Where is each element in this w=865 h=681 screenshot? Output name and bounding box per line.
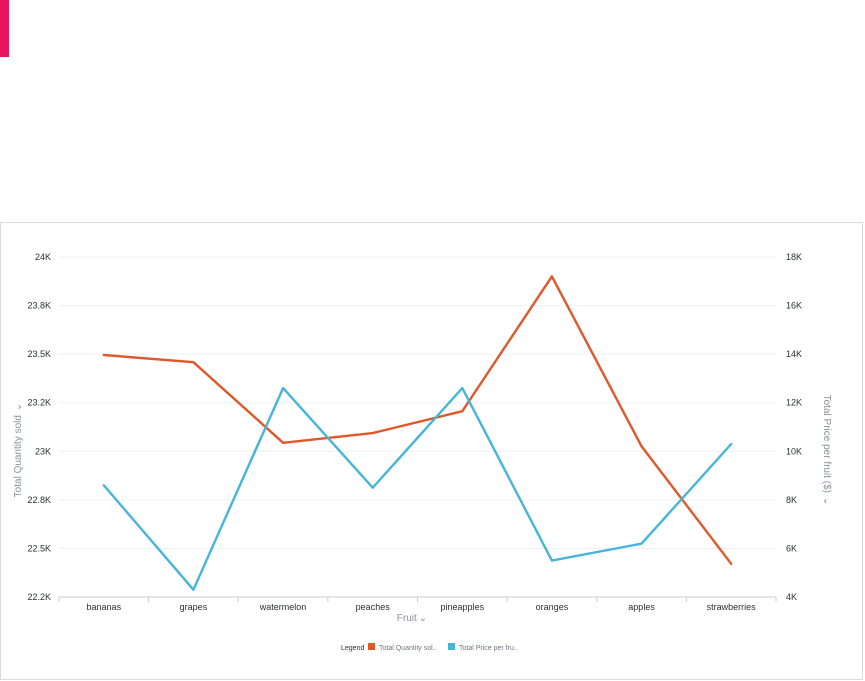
legend-swatch-quantity[interactable] [368, 643, 375, 650]
data-point-quantity[interactable] [100, 351, 108, 359]
y-left-tick-label: 24K [35, 252, 51, 262]
y-right-tick-label: 14K [786, 349, 802, 359]
y-left-axis-title[interactable]: Total Quantity sold⌄ [13, 403, 24, 498]
axis-layer: 22.2K 4K 22.5K 6K 22.8K 8K 23K 10K 23.2K 12K 23.5K… [27, 252, 802, 612]
series-line-price[interactable] [102, 386, 733, 591]
x-axis-title[interactable]: Fruit ⌄ [397, 613, 427, 624]
data-point-price[interactable] [548, 557, 556, 565]
y-right-tick-label: 12K [786, 398, 802, 408]
chart-container: 22.2K 4K 22.5K 6K 22.8K 8K 23K 10K 23.2K 12K 23.5K… [0, 222, 863, 680]
x-tick-label: grapes [180, 602, 208, 612]
data-point-price[interactable] [458, 384, 466, 392]
x-tick-label: watermelon [259, 602, 307, 612]
data-point-quantity[interactable] [369, 429, 377, 437]
data-point-price[interactable] [189, 586, 197, 594]
data-point-quantity[interactable] [727, 560, 735, 568]
accent-bar [0, 0, 9, 57]
legend-label-quantity[interactable]: Total Quantity sol.. [379, 645, 437, 652]
y-right-tick-label: 16K [786, 301, 802, 311]
data-point-price[interactable] [727, 440, 735, 448]
line-chart: 22.2K 4K 22.5K 6K 22.8K 8K 23K 10K 23.2K 12K 23.5K… [13, 252, 832, 652]
data-point-quantity[interactable] [189, 358, 197, 366]
y-right-axis-title[interactable]: Total Price per fruit ($)⌄ [821, 395, 832, 506]
data-point-price[interactable] [369, 484, 377, 492]
data-point-price[interactable] [279, 384, 287, 392]
x-tick-label: peaches [356, 602, 391, 612]
legend-swatch-price[interactable] [448, 643, 455, 650]
x-tick-label: bananas [87, 602, 122, 612]
x-tick-label: pineapples [441, 602, 485, 612]
data-point-price[interactable] [638, 540, 646, 548]
y-left-tick-label: 23.2K [27, 398, 51, 408]
series-layer [100, 272, 735, 594]
legend: Legend Total Quantity sol.. Total Price … [341, 643, 518, 652]
data-point-quantity[interactable] [458, 407, 466, 415]
y-left-tick-label: 23K [35, 446, 51, 456]
y-left-tick-label: 22.8K [27, 495, 51, 505]
legend-title: Legend [341, 645, 364, 652]
y-left-tick-label: 23.8K [27, 301, 51, 311]
series-line-quantity[interactable] [102, 275, 733, 565]
y-left-tick-label: 22.5K [27, 543, 51, 553]
y-left-tick-label: 23.5K [27, 349, 51, 359]
data-point-quantity[interactable] [548, 272, 556, 280]
y-right-tick-label: 18K [786, 252, 802, 262]
data-point-quantity[interactable] [279, 439, 287, 447]
y-right-tick-label: 4K [786, 592, 797, 602]
legend-label-price[interactable]: Total Price per fru.. [459, 645, 518, 652]
x-tick-label: apples [628, 602, 655, 612]
data-point-price[interactable] [100, 481, 108, 489]
data-point-quantity[interactable] [638, 442, 646, 450]
x-tick-label: strawberries [707, 602, 757, 612]
y-right-tick-label: 8K [786, 495, 797, 505]
y-right-tick-label: 6K [786, 543, 797, 553]
y-right-tick-label: 10K [786, 446, 802, 456]
grid-layer [59, 256, 776, 598]
x-tick-label: oranges [536, 602, 569, 612]
y-left-tick-label: 22.2K [27, 592, 51, 602]
